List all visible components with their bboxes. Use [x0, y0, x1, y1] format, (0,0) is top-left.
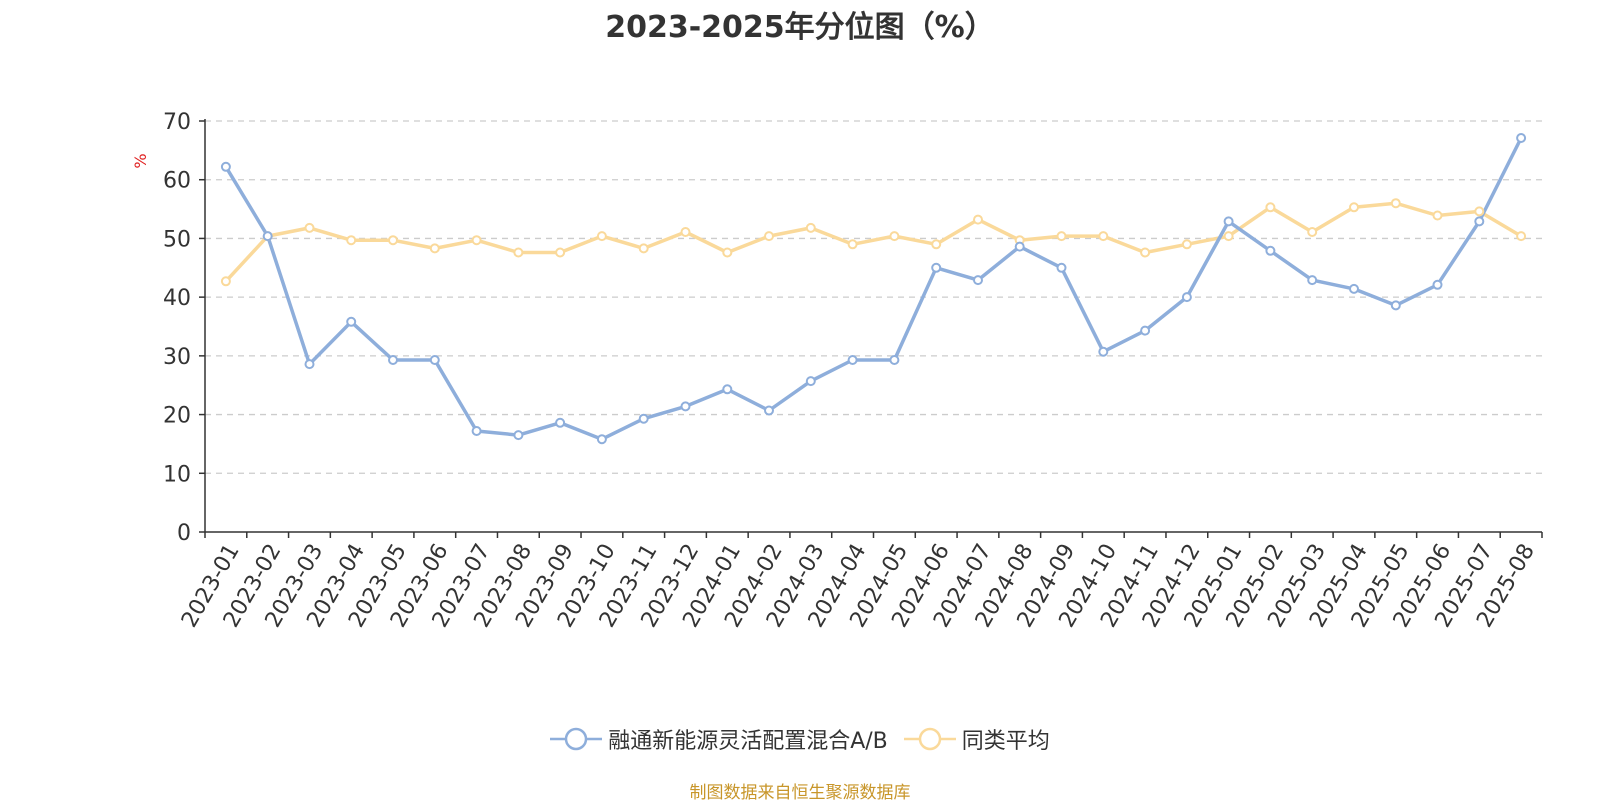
series-2-point[interactable] [513, 247, 524, 258]
series-2-point[interactable] [764, 231, 774, 242]
series-1-point[interactable] [1516, 133, 1527, 143]
line-chart: 0102030405060702023-012023-022023-032023… [131, 110, 1543, 632]
series-2-point[interactable] [847, 239, 858, 250]
series-1-point[interactable] [1474, 216, 1485, 227]
y-tick-label: 50 [163, 227, 191, 252]
series-1-point[interactable] [847, 355, 858, 365]
series-1-point[interactable] [596, 434, 607, 445]
series-2-point[interactable] [1307, 227, 1318, 237]
series-2-point[interactable] [346, 235, 357, 246]
legend-label: 同类平均 [961, 729, 1050, 754]
series-1-point[interactable] [1432, 279, 1443, 290]
chart-title: 2023-2025年分位图（%） [605, 10, 995, 45]
series-1-point[interactable] [513, 430, 524, 441]
series-2-point[interactable] [1265, 202, 1276, 213]
series-1-point[interactable] [220, 161, 231, 172]
series-1-point[interactable] [471, 426, 482, 436]
series-1-point[interactable] [388, 355, 398, 365]
series-1-point[interactable] [931, 262, 942, 273]
series-1-point[interactable] [346, 316, 357, 327]
series-1-point[interactable] [1014, 241, 1025, 252]
series-2-point[interactable] [722, 247, 733, 258]
series-2-point[interactable] [1474, 206, 1485, 217]
series-1-point[interactable] [1265, 245, 1276, 256]
series-1-point[interactable] [764, 405, 774, 416]
series-lines [224, 137, 1523, 441]
series-1-point[interactable] [889, 355, 900, 365]
y-tick-label: 30 [163, 345, 191, 370]
y-tick-label: 40 [163, 286, 191, 311]
series-1-point[interactable] [1181, 292, 1192, 303]
data-points [220, 133, 1527, 445]
y-tick-label: 0 [177, 521, 191, 546]
y-axis-label: % [131, 153, 150, 168]
series-1-point[interactable] [680, 401, 691, 412]
series-2-point[interactable] [889, 231, 900, 242]
series-2-point[interactable] [1140, 247, 1151, 258]
series-2-point[interactable] [471, 235, 482, 246]
series-1-point[interactable] [429, 355, 440, 365]
legend-line-circle-icon [550, 727, 603, 751]
series-1-point[interactable] [1140, 325, 1151, 336]
series-1-point[interactable] [638, 413, 649, 424]
series-1-point[interactable] [805, 376, 816, 387]
legend-item-series-2[interactable]: 同类平均 [903, 723, 1050, 755]
series-1-point[interactable] [973, 275, 983, 286]
series-2-point[interactable] [1516, 231, 1527, 242]
y-tick-label: 70 [163, 110, 191, 135]
series-2-point[interactable] [1349, 202, 1359, 213]
series-2-point[interactable] [429, 243, 440, 254]
series-2-point[interactable] [1390, 198, 1401, 209]
series-2-point[interactable] [1223, 231, 1234, 242]
series-1-point[interactable] [1098, 346, 1109, 357]
series-2-point[interactable] [304, 222, 315, 233]
y-tick-label: 60 [163, 169, 191, 194]
series-1-point[interactable] [722, 384, 733, 395]
series-2-point[interactable] [1056, 231, 1067, 242]
series-line-2 [224, 201, 1522, 283]
series-2-point[interactable] [1098, 231, 1109, 242]
series-1-point[interactable] [1390, 300, 1401, 311]
series-line-1 [224, 137, 1523, 441]
series-1-point[interactable] [1223, 216, 1234, 227]
series-1-point[interactable] [262, 231, 273, 242]
series-2-point[interactable] [638, 243, 649, 254]
series-2-point[interactable] [596, 231, 607, 242]
y-tick-label: 20 [163, 404, 191, 429]
series-2-point[interactable] [555, 247, 566, 258]
series-2-point[interactable] [220, 276, 231, 287]
series-2-point[interactable] [680, 227, 691, 237]
chart-legend: 融通新能源灵活配置混合A/B 同类平均 [0, 722, 1600, 756]
series-1-point[interactable] [304, 359, 315, 370]
data-source-note: 制图数据来自恒生聚源数据库 [689, 783, 911, 803]
legend-line-circle-icon [903, 727, 956, 751]
series-1-point[interactable] [555, 417, 566, 428]
series-1-point[interactable] [1056, 262, 1067, 273]
legend-item-series-1[interactable]: 融通新能源灵活配置混合A/B [550, 723, 888, 755]
series-2-point[interactable] [805, 222, 816, 233]
series-1-point[interactable] [1307, 275, 1318, 286]
series-2-point[interactable] [931, 239, 942, 250]
series-2-point[interactable] [1432, 210, 1443, 221]
series-1-point[interactable] [1349, 283, 1359, 294]
axes: 0102030405060702023-012023-022023-032023… [163, 110, 1543, 632]
series-2-point[interactable] [1181, 239, 1192, 250]
series-2-point[interactable] [973, 214, 983, 225]
y-tick-label: 10 [163, 462, 191, 487]
series-2-point[interactable] [388, 235, 398, 246]
grid-lines [205, 120, 1542, 474]
legend-label: 融通新能源灵活配置混合A/B [608, 729, 888, 754]
